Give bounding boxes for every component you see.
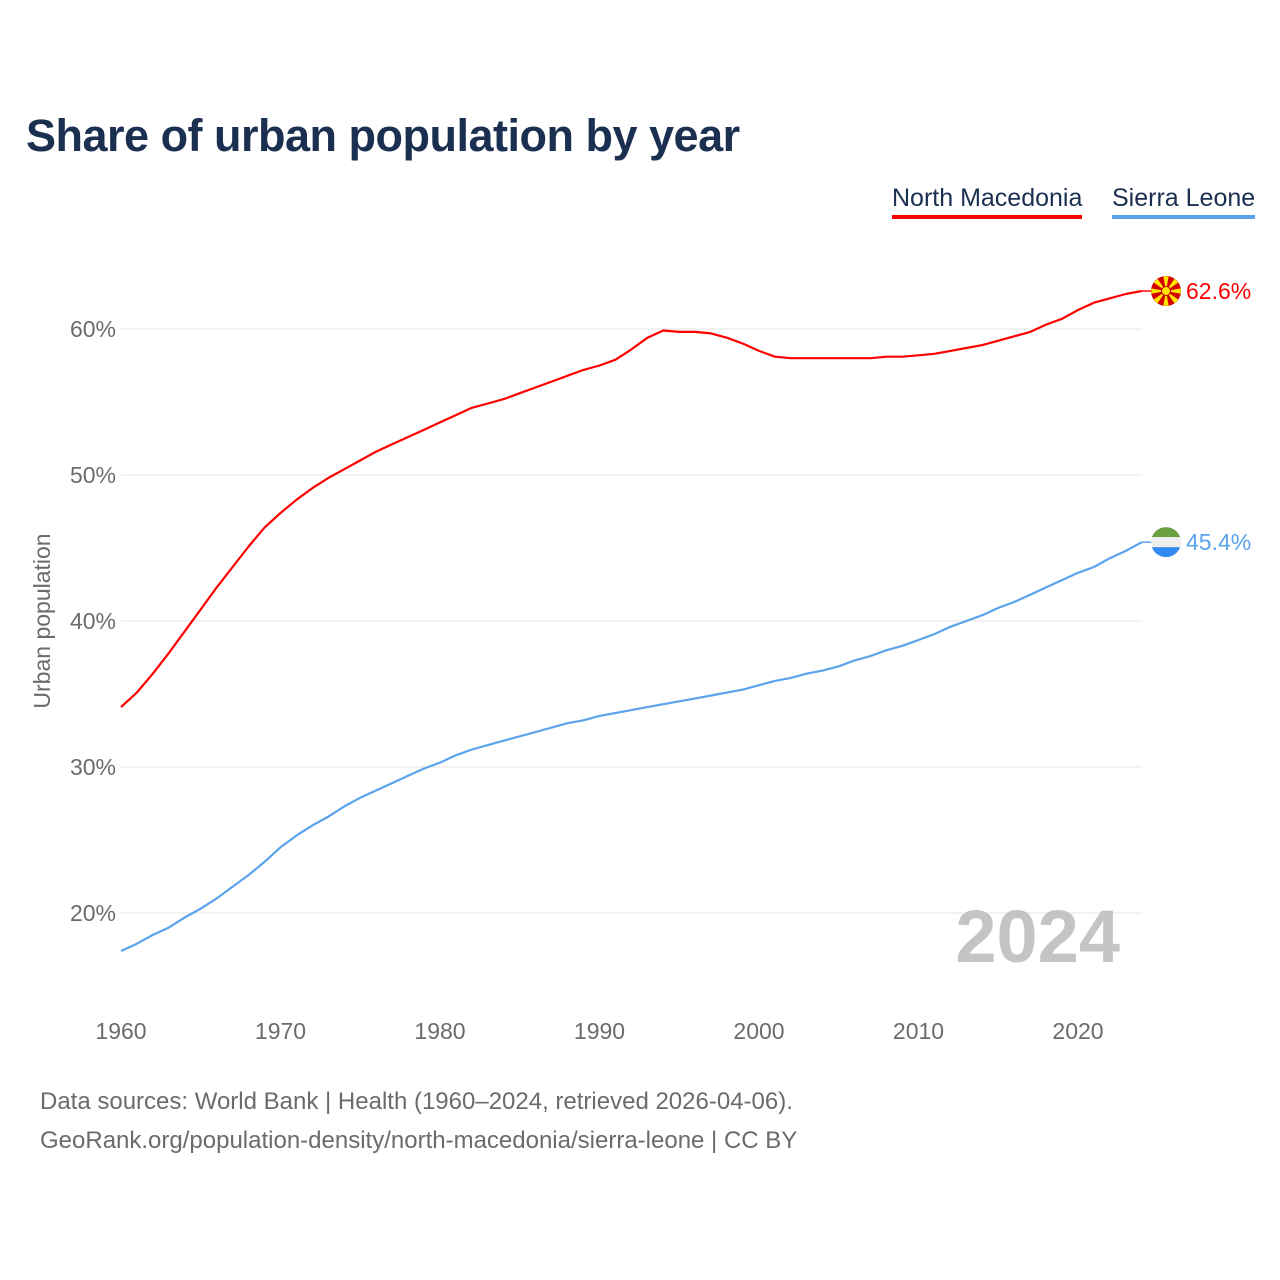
north-macedonia-flag-icon: [1151, 276, 1181, 307]
y-tick-label: 50%: [70, 462, 116, 488]
y-tick-label: 60%: [70, 316, 116, 342]
y-tick-label: 40%: [70, 608, 116, 634]
legend-sierra-leone[interactable]: Sierra Leone: [1112, 184, 1256, 219]
footer-link[interactable]: GeoRank.org/population-density/north-mac…: [40, 1127, 798, 1154]
x-tick-label: 1960: [95, 1018, 146, 1044]
x-tick-label: 2010: [893, 1018, 944, 1044]
end-value-label: 62.6%: [1186, 278, 1251, 304]
chart-title: Share of urban population by year: [26, 110, 740, 161]
y-tick-label: 30%: [70, 754, 116, 780]
sierra-leone-flag-icon: [1151, 527, 1181, 558]
y-axis-label: Urban population: [29, 533, 55, 708]
year-watermark: 2024: [955, 895, 1120, 978]
x-tick-label: 2000: [733, 1018, 784, 1044]
x-tick-label: 1990: [574, 1018, 625, 1044]
end-value-label: 45.4%: [1186, 529, 1251, 555]
legend-north-macedonia[interactable]: North Macedonia: [892, 184, 1083, 219]
x-tick-label: 2020: [1052, 1018, 1103, 1044]
series-line-sierra-leone: [120, 541, 1143, 952]
y-tick-label: 20%: [70, 900, 116, 926]
x-tick-label: 1970: [255, 1018, 306, 1044]
footer-sources: Data sources: World Bank | Health (1960–…: [40, 1088, 793, 1115]
series-line-north-macedonia: [120, 289, 1143, 708]
x-tick-label: 1980: [414, 1018, 465, 1044]
